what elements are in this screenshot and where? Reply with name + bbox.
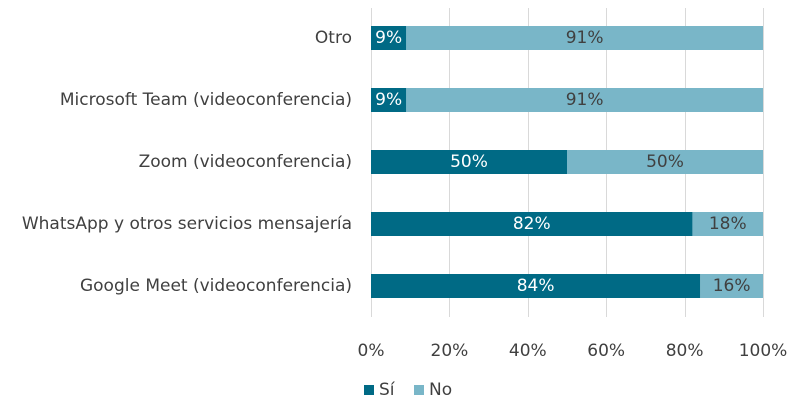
- bar-segment-no: [700, 274, 763, 298]
- legend-label: No: [429, 380, 452, 400]
- data-label: 16%: [713, 276, 751, 296]
- bar-segment-no: [567, 150, 763, 174]
- x-axis-ticks: 0% 20% 40% 60% 80% 100%: [358, 341, 788, 361]
- data-label: 91%: [566, 28, 604, 48]
- bar-segment-no: [406, 88, 763, 112]
- category-label: Otro: [315, 28, 352, 48]
- category-label: Microsoft Team (videoconferencia): [60, 90, 352, 110]
- category-label: Google Meet (videoconferencia): [80, 276, 352, 296]
- legend-swatch-si: [364, 385, 374, 395]
- bars: 9% 91% 9% 91% 50% 50% 82% 18% 84% 16%: [371, 26, 763, 298]
- x-tick-label: 0%: [358, 341, 385, 361]
- category-label: Zoom (videoconferencia): [139, 152, 352, 172]
- category-label: WhatsApp y otros servicios mensajería: [22, 214, 352, 234]
- data-label: 9%: [375, 28, 402, 48]
- data-label: 18%: [709, 214, 747, 234]
- legend-swatch-no: [414, 385, 424, 395]
- bar-segment-no: [406, 26, 763, 50]
- category-labels: Otro Microsoft Team (videoconferencia) Zoo…: [22, 28, 352, 296]
- bar-segment-si: [371, 274, 701, 298]
- data-label: 91%: [566, 90, 604, 110]
- x-tick-label: 40%: [509, 341, 547, 361]
- bar-segment-si: [371, 150, 567, 174]
- legend: Sí No: [364, 380, 452, 400]
- legend-label: Sí: [379, 380, 396, 400]
- x-tick-label: 20%: [431, 341, 469, 361]
- data-label: 84%: [517, 276, 555, 296]
- x-tick-label: 100%: [739, 341, 788, 361]
- data-label: 9%: [375, 90, 402, 110]
- x-tick-label: 60%: [587, 341, 625, 361]
- bar-segment-si: [371, 212, 693, 236]
- bar-segment-no: [692, 212, 763, 236]
- data-label: 50%: [646, 152, 684, 172]
- data-label: 82%: [513, 214, 551, 234]
- bar-segment-si: [371, 26, 407, 50]
- x-tick-label: 80%: [666, 341, 704, 361]
- bar-segment-si: [371, 88, 407, 112]
- data-label: 50%: [450, 152, 488, 172]
